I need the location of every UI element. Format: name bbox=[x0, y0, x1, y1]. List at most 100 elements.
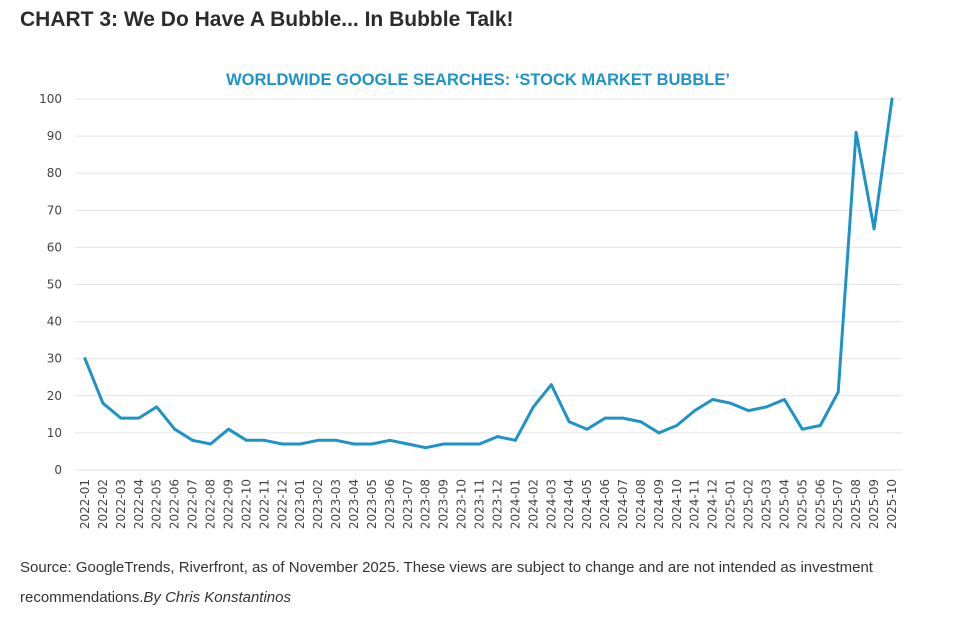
x-tick-label: 2023-01 bbox=[293, 479, 307, 529]
data-point bbox=[872, 227, 876, 231]
data-point bbox=[657, 431, 661, 435]
data-point bbox=[603, 416, 607, 420]
x-tick-label: 2025-01 bbox=[724, 479, 738, 529]
x-tick-label: 2025-05 bbox=[795, 479, 809, 529]
y-tick-label: 90 bbox=[47, 129, 62, 143]
data-point bbox=[765, 405, 768, 409]
data-point bbox=[729, 401, 732, 405]
x-tick-label: 2024-06 bbox=[598, 479, 612, 529]
data-point bbox=[549, 383, 553, 387]
data-point bbox=[783, 398, 786, 401]
x-tick-label: 2024-04 bbox=[562, 479, 576, 529]
x-tick-label: 2023-03 bbox=[329, 479, 343, 529]
y-tick-label: 60 bbox=[47, 240, 62, 254]
data-point bbox=[800, 427, 804, 431]
data-point bbox=[424, 446, 428, 450]
gridlines bbox=[75, 98, 902, 471]
x-tick-label: 2022-04 bbox=[132, 479, 146, 529]
x-tick-label: 2025-06 bbox=[813, 479, 827, 529]
x-tick-label: 2024-12 bbox=[706, 479, 720, 529]
data-points bbox=[83, 97, 894, 450]
source-text: Source: GoogleTrends, Riverfront, as of … bbox=[20, 559, 873, 606]
data-point bbox=[836, 390, 840, 394]
data-point bbox=[209, 442, 212, 446]
y-tick-label: 0 bbox=[54, 463, 62, 477]
data-point bbox=[567, 420, 571, 424]
y-axis-ticks: 0 10 20 30 40 50 60 70 80 90 100 bbox=[39, 92, 62, 477]
data-point bbox=[388, 438, 392, 442]
x-tick-label: 2023-05 bbox=[365, 479, 379, 529]
y-tick-label: 70 bbox=[47, 203, 62, 217]
data-point bbox=[514, 438, 517, 442]
x-tick-label: 2022-10 bbox=[239, 479, 253, 529]
line-chart: WORLDWIDE GOOGLE SEARCHES: ‘STOCK MARKET… bbox=[39, 71, 902, 529]
data-point bbox=[101, 401, 105, 405]
data-point bbox=[818, 424, 822, 427]
data-point bbox=[191, 438, 195, 442]
data-point bbox=[531, 405, 535, 409]
data-point bbox=[693, 409, 697, 413]
data-point bbox=[173, 427, 177, 431]
x-tick-label: 2023-02 bbox=[311, 479, 325, 529]
x-tick-label: 2022-12 bbox=[275, 479, 289, 529]
data-point bbox=[227, 427, 230, 431]
x-tick-label: 2022-01 bbox=[78, 479, 92, 529]
x-tick-label: 2023-10 bbox=[455, 479, 469, 529]
x-tick-label: 2023-11 bbox=[473, 479, 487, 529]
x-tick-label: 2024-11 bbox=[688, 479, 702, 529]
x-tick-label: 2025-10 bbox=[885, 479, 899, 529]
y-tick-label: 40 bbox=[47, 315, 62, 329]
x-tick-label: 2023-06 bbox=[383, 479, 397, 529]
x-tick-label: 2025-02 bbox=[742, 479, 756, 529]
x-tick-label: 2025-03 bbox=[759, 479, 773, 529]
page-heading: CHART 3: We Do Have A Bubble... In Bubbl… bbox=[20, 8, 514, 31]
x-tick-label: 2025-08 bbox=[849, 479, 863, 529]
x-tick-label: 2024-07 bbox=[616, 479, 630, 529]
author-credit: By Chris Konstantinos bbox=[143, 589, 291, 606]
x-tick-label: 2022-08 bbox=[204, 479, 218, 529]
x-tick-label: 2022-09 bbox=[221, 479, 235, 529]
data-point bbox=[334, 438, 338, 442]
x-tick-label: 2023-09 bbox=[437, 479, 451, 529]
data-point bbox=[854, 130, 858, 134]
data-point bbox=[890, 97, 894, 101]
y-tick-label: 50 bbox=[47, 278, 62, 292]
series-line bbox=[83, 97, 894, 450]
x-tick-label: 2025-07 bbox=[831, 479, 845, 529]
x-tick-label: 2024-08 bbox=[634, 479, 648, 529]
data-point bbox=[496, 435, 499, 439]
x-tick-label: 2023-08 bbox=[419, 479, 433, 529]
x-tick-label: 2024-05 bbox=[580, 479, 594, 529]
data-point bbox=[316, 438, 320, 442]
x-tick-label: 2022-02 bbox=[96, 479, 110, 529]
y-tick-label: 80 bbox=[47, 166, 62, 180]
data-point bbox=[621, 416, 625, 420]
data-point bbox=[406, 442, 410, 446]
data-point bbox=[262, 438, 266, 442]
data-point bbox=[155, 405, 159, 409]
data-point bbox=[245, 438, 248, 442]
y-tick-label: 10 bbox=[47, 426, 62, 440]
x-tick-label: 2022-05 bbox=[150, 479, 164, 529]
data-point bbox=[370, 442, 374, 446]
x-tick-label: 2025-09 bbox=[867, 479, 881, 529]
x-tick-label: 2024-01 bbox=[508, 479, 522, 529]
y-tick-label: 100 bbox=[39, 92, 62, 106]
data-point bbox=[119, 416, 123, 420]
x-tick-label: 2022-03 bbox=[114, 479, 128, 529]
x-tick-label: 2024-02 bbox=[526, 479, 540, 529]
x-tick-label: 2022-11 bbox=[257, 479, 271, 529]
data-point bbox=[460, 442, 463, 446]
x-axis-ticks: 2022-01 2022-02 2022-03 2022-04 2022-05 2022-… bbox=[78, 479, 899, 529]
source-note: Source: GoogleTrends, Riverfront, as of … bbox=[20, 553, 920, 613]
x-tick-label: 2023-12 bbox=[490, 479, 504, 529]
x-tick-label: 2024-03 bbox=[544, 479, 558, 529]
data-point bbox=[83, 357, 87, 361]
data-point bbox=[711, 398, 715, 401]
x-tick-label: 2023-04 bbox=[347, 479, 361, 529]
data-point bbox=[442, 442, 446, 446]
data-point bbox=[747, 409, 750, 413]
x-tick-label: 2024-10 bbox=[670, 479, 684, 529]
x-tick-label: 2022-07 bbox=[186, 479, 200, 529]
data-point bbox=[478, 442, 481, 446]
